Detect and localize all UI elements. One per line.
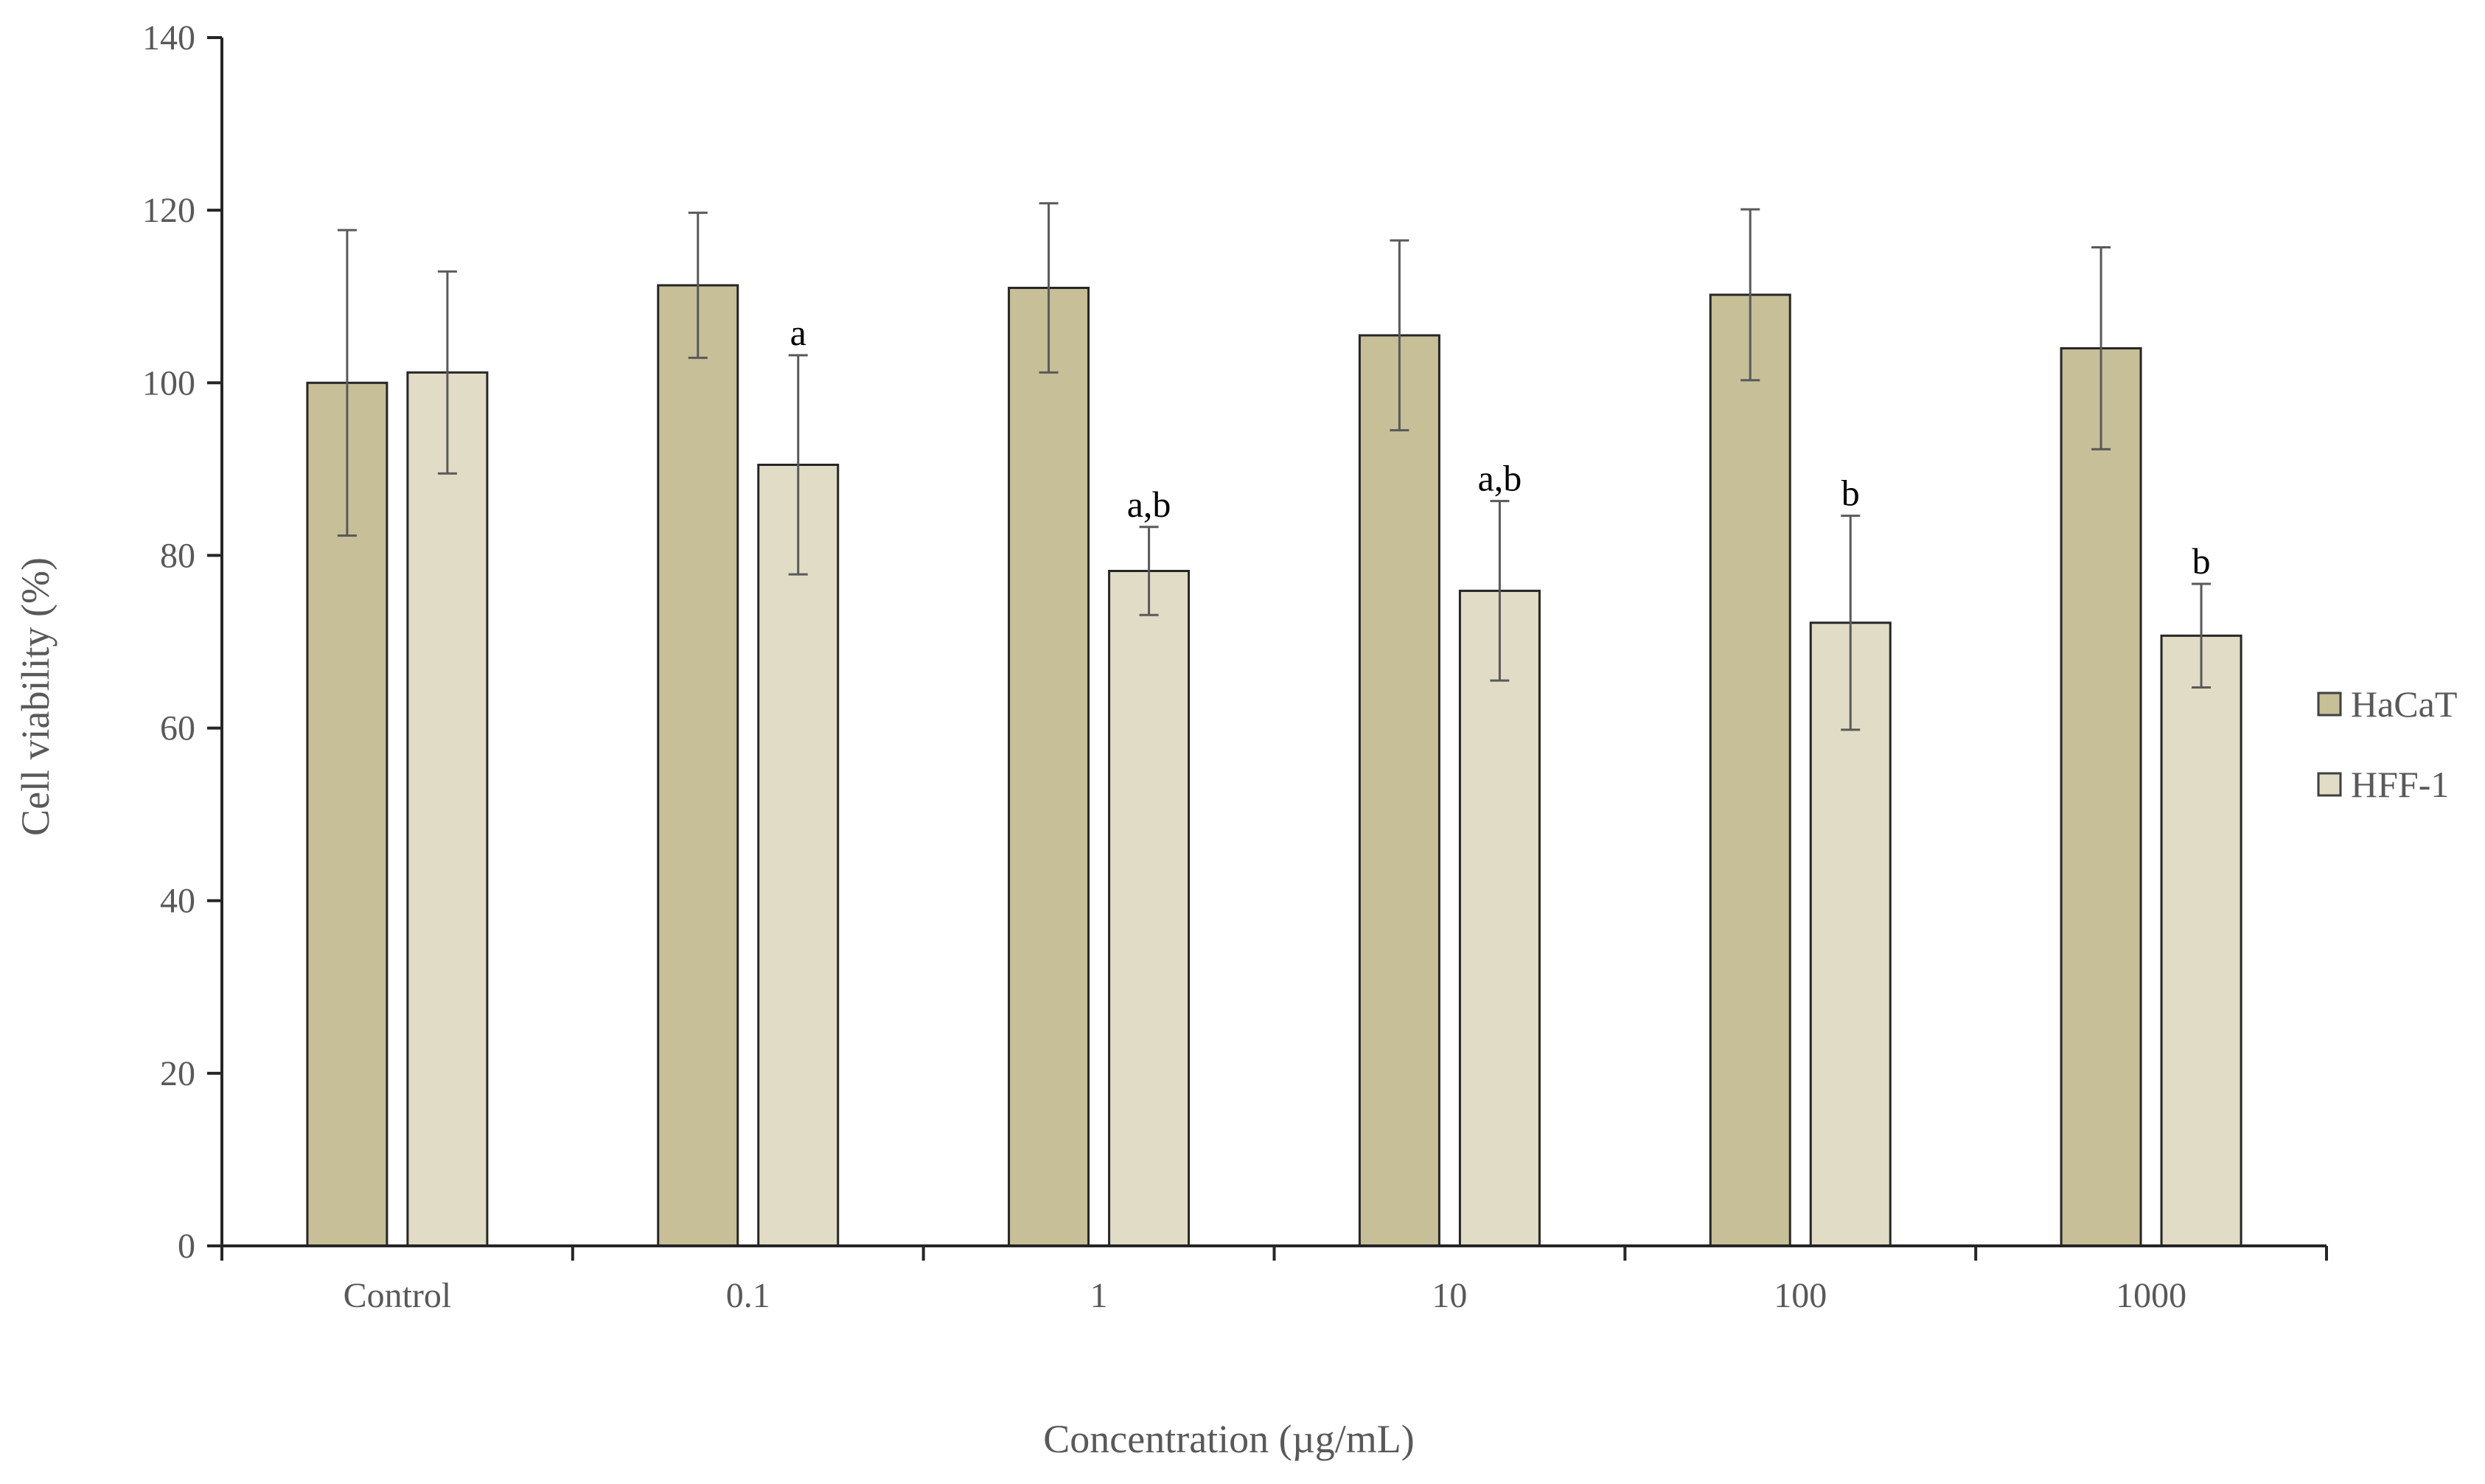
- bar-hacat-0_1: [657, 284, 739, 1247]
- y-tick-label: 60: [160, 709, 195, 748]
- x-axis-title: Concentration (µg/mL): [1043, 1417, 1414, 1461]
- y-tick-label: 120: [142, 191, 195, 230]
- x-tick-label: 1: [1090, 1276, 1108, 1315]
- axes-layer: Control 0.1 1 10 100 1000 0 20 40 60 80 100 120 140: [142, 18, 2328, 1315]
- legend-label-hacat: HaCaT: [2351, 683, 2457, 725]
- x-tick-label: 10: [1432, 1276, 1467, 1315]
- error-bars-layer: [337, 202, 2212, 731]
- significance-label: a,b: [1478, 458, 1522, 499]
- y-tick-label: 100: [142, 363, 195, 403]
- bar-hff1-0_1: [757, 464, 840, 1247]
- bar-hacat-1: [1008, 287, 1090, 1247]
- y-tick-label: 0: [178, 1227, 195, 1266]
- bar-hff1-10: [1458, 589, 1541, 1247]
- legend-swatch-hff1: [2317, 772, 2342, 797]
- bar-hff1-1: [1108, 570, 1191, 1247]
- x-tick-label: 100: [1774, 1276, 1827, 1315]
- significance-label: a,b: [1127, 484, 1171, 525]
- legend-label-hff1: HFF-1: [2351, 764, 2449, 805]
- x-tick-label: Control: [344, 1276, 452, 1315]
- bar-hff1-1000: [2160, 634, 2242, 1247]
- y-tick-label: 40: [160, 882, 195, 921]
- significance-labels-layer: a a,b a,b b b: [790, 312, 2211, 582]
- x-tick-label: 0.1: [726, 1276, 770, 1315]
- significance-label: a: [790, 312, 806, 353]
- significance-label: b: [2192, 540, 2211, 582]
- y-axis-title: Cell viability (%): [13, 557, 57, 836]
- y-tick-label: 140: [142, 18, 195, 58]
- bar-hacat-10: [1358, 334, 1440, 1247]
- legend-swatch-hacat: [2317, 692, 2342, 717]
- bar-hacat-1000: [2060, 346, 2142, 1247]
- y-tick-label: 80: [160, 536, 195, 575]
- y-tick-label: 20: [160, 1054, 195, 1093]
- legend: HaCaT HFF-1: [2317, 683, 2457, 805]
- bar-hacat-100: [1709, 293, 1791, 1247]
- x-tick-label: 1000: [2116, 1276, 2186, 1315]
- bar-hff1-control: [406, 371, 489, 1247]
- significance-label: b: [1841, 473, 1860, 514]
- bars-layer: [306, 284, 2242, 1247]
